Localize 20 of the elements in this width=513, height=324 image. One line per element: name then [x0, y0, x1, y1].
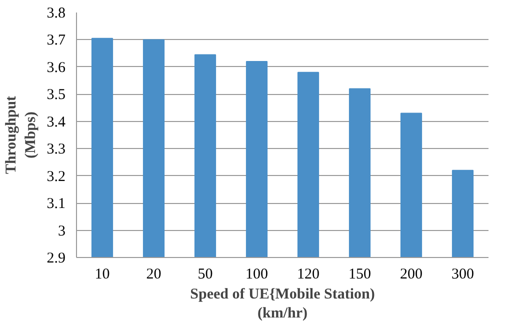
- y-tick-label: 3.8: [46, 6, 66, 22]
- x-tick-label: 200: [400, 266, 422, 282]
- x-tick-label: 50: [198, 266, 213, 282]
- y-tick-label: 3.6: [46, 60, 66, 76]
- y-tick-label: 3: [58, 223, 66, 240]
- y-tick-label: 3.2: [46, 168, 66, 185]
- y-tick-label: 3.4: [46, 114, 66, 130]
- y-tick-label: 3.1: [46, 196, 66, 212]
- x-tick-label: 100: [246, 266, 268, 282]
- x-tick-label: 20: [146, 266, 162, 282]
- x-tick-label: 300: [452, 266, 474, 282]
- y-tick-label: 3.7: [46, 32, 66, 49]
- y-axis-title: Throughput (Mbps): [4, 96, 39, 174]
- y-tick-label: 3.3: [46, 142, 66, 158]
- y-tick-label: 2.9: [46, 250, 66, 266]
- x-tick-label: 10: [94, 266, 110, 282]
- x-axis-title: Speed of UE{Mobile Station) (km/hr): [190, 286, 375, 322]
- x-tick-label: 120: [297, 266, 320, 282]
- y-tick-label: 3.5: [46, 87, 66, 104]
- x-tick-label: 150: [348, 266, 371, 282]
